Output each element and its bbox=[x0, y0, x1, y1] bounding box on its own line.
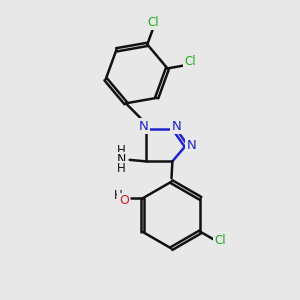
Text: Cl: Cl bbox=[184, 56, 196, 68]
Text: O: O bbox=[119, 194, 129, 207]
Text: N: N bbox=[186, 139, 196, 152]
Text: H: H bbox=[117, 162, 126, 175]
Text: N: N bbox=[171, 120, 181, 133]
Text: N: N bbox=[138, 120, 148, 133]
Text: Cl: Cl bbox=[147, 16, 159, 29]
Text: H: H bbox=[117, 144, 126, 158]
Text: H: H bbox=[113, 189, 122, 202]
Text: N: N bbox=[117, 153, 126, 167]
Text: Cl: Cl bbox=[215, 233, 226, 247]
